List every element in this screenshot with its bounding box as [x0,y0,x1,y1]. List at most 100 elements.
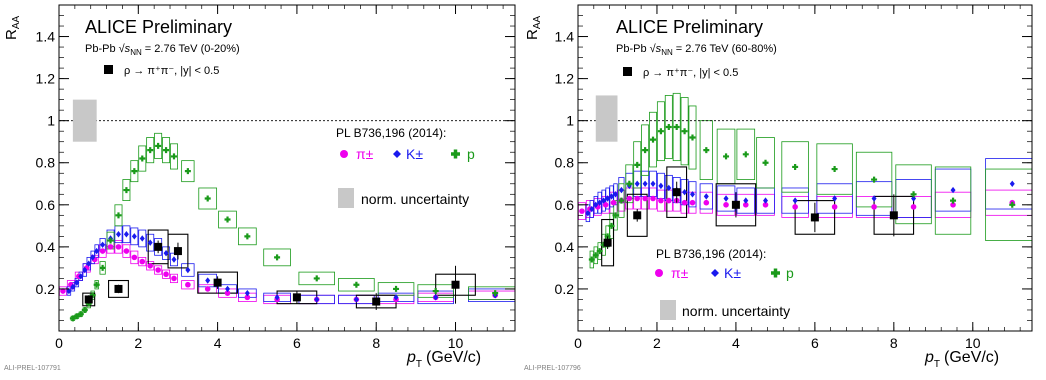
proton-syst-box [162,137,171,164]
pion-data-point [99,248,106,254]
proton-data-point [77,311,84,318]
kaon-legend-marker [393,150,401,158]
proton-data-point [274,254,281,261]
y-tick-label: 0.4 [36,239,56,255]
norm-uncertainty-box [595,95,618,142]
proton-data-point [608,222,615,229]
reference-legend-label: PL B736,196 (2014): [336,126,446,140]
rho-data-point [633,211,642,220]
proton-data-point [170,153,177,160]
norm-legend-label: norm. uncertainty [361,191,469,207]
kaon-data-point [70,283,76,291]
kaon-data-point [244,289,250,297]
proton-syst-box [122,179,131,202]
kaon-data-point [658,182,664,190]
kaon-data-point [763,197,769,204]
kaon-data-point [393,294,399,301]
proton-syst-box [170,143,178,170]
proton-data-point [831,166,838,173]
proton-data-point [634,161,641,168]
rho-data-point [84,295,93,304]
proton-data-point [432,288,439,295]
kaon-data-point [723,195,729,202]
pion-syst-box [641,187,650,210]
kaon-data-point [274,294,280,301]
x-tick-label: 4 [732,335,740,351]
rho-data-point [154,242,163,251]
kaon-syst-box [736,187,756,214]
y-tick-label: 1.2 [555,71,575,87]
y-tick-label: 0.2 [36,281,56,297]
proton-syst-box [680,97,689,166]
pion-data-point [244,294,251,301]
x-tick-label: 8 [890,335,898,351]
proton-legend-label: p [467,146,475,162]
panel-right: 0 2 4 6 8 10 0.2 0.4 0.6 0.8 1 1.2 1.4 ALICE Prelimi… [524,4,1033,372]
kaon-data-point [1009,180,1015,187]
proton-data-point [703,147,710,154]
proton-syst-box [138,145,147,172]
proton-data-point [762,159,769,166]
proton-syst-box [218,210,237,229]
proton-data-point [313,275,320,282]
proton-legend-marker [451,149,460,159]
pion-syst-box [181,280,195,290]
kaon-data-point [601,197,607,204]
kaon-data-point [163,249,169,257]
x-tick-label: 6 [293,335,301,351]
proton-data-point [107,237,114,244]
proton-data-point [612,212,619,219]
proton-data-point [792,163,799,170]
kaon-data-point [185,266,191,274]
proton-data-point [592,252,599,259]
panel-left: 0 2 4 6 8 10 0.2 0.4 0.6 0.8 1 1.2 1.4 ALICE Prelimi… [3,4,516,372]
kaon-data-point [74,279,80,286]
proton-syst-box [656,101,665,162]
proton-data-point [99,264,106,271]
kaon-data-point [139,235,145,242]
norm-legend-label: norm. uncertainty [682,303,790,319]
pion-syst-box [114,240,123,254]
proton-syst-box [649,111,657,168]
kaon-data-point [634,180,640,187]
norm-legend-box [660,300,676,320]
rho-legend-marker [623,67,632,76]
proton-syst-box [146,137,155,164]
kaon-data-point [100,241,106,248]
proton-data-point [742,151,749,158]
rho-data-point [731,200,740,209]
rho-syst-box [167,233,189,269]
proton-syst-box [130,160,139,183]
proton-data-point [689,134,696,141]
pion-syst-box [162,269,171,279]
kaon-data-point [82,266,88,274]
kaon-data-point [950,186,956,194]
pion-data-point [910,204,917,210]
pion-data-point [626,195,633,202]
kaon-data-point [86,260,92,267]
pion-syst-box [130,250,139,265]
kaon-data-point [703,193,709,200]
rho-data-point [451,280,460,289]
pion-data-point [831,204,838,210]
pion-data-point [579,208,585,214]
pion-data-point [666,197,672,204]
pion-data-point [742,202,749,208]
x-tick-label: 10 [965,335,981,351]
pion-data-point [681,199,688,206]
proton-data-point [650,136,657,143]
x-tick-label: 2 [653,335,661,351]
proton-data-point [93,281,100,288]
rho-data-point [603,238,612,247]
kaon-data-point [689,191,695,198]
y-tick-label: 1.2 [36,71,56,87]
kaon-data-point [585,210,591,217]
pion-data-point [950,202,956,208]
proton-syst-box [781,141,809,193]
pion-data-point [147,263,153,269]
proton-syst-box [198,187,218,210]
rho-legend-marker [104,65,113,74]
kaon-data-point [147,239,153,246]
y-tick-label: 0.4 [555,239,575,255]
